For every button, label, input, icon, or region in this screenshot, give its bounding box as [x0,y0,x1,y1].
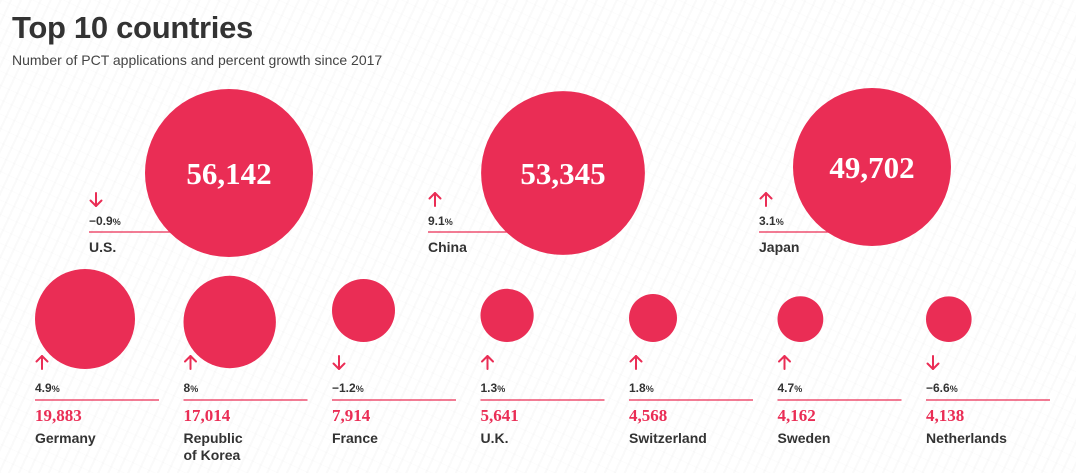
country-label-republic-of-korea: Republic of Korea [184,430,243,463]
bubble-japan [793,88,951,246]
bubble-netherlands [926,296,972,343]
growth-label-japan: 3.1% [759,214,784,228]
arrow-up-icon [184,355,197,370]
bubble-sweden [777,296,824,342]
arrow-up-icon [629,355,643,370]
value-label-china: 53,345 [520,156,605,191]
arrow-down-icon [926,355,940,370]
growth-label-republic-of-korea: 8% [184,381,199,395]
value-label-france: 7,914 [332,406,371,425]
country-label-u-k: U.K. [481,430,509,446]
value-label-netherlands: 4,138 [926,406,964,425]
growth-label-france: −1.2% [332,381,364,395]
bubble-germany [35,269,135,369]
bubble-u-s [145,89,313,257]
value-label-republic-of-korea: 17,014 [184,406,231,425]
arrow-up-icon [481,355,494,370]
country-label-u-s: U.S. [89,239,116,255]
value-label-u-k: 5,641 [481,406,519,425]
bubble-u-k [480,288,534,342]
value-label-u-s: 56,142 [186,156,271,191]
growth-label-u-s: −0.9% [89,214,121,228]
country-label-switzerland: Switzerland [629,430,707,446]
value-label-sweden: 4,162 [778,406,816,425]
value-label-germany: 19,883 [35,406,82,425]
arrow-down-icon [332,355,346,370]
country-label-china: China [428,239,467,255]
country-label-japan: Japan [759,239,799,255]
bubble-republic-of-korea [183,275,276,369]
growth-label-sweden: 4.7% [778,381,803,395]
chart-title: Top 10 countries [12,10,253,45]
arrow-up-icon [759,192,773,207]
chart-subtitle: Number of PCT applications and percent g… [12,52,383,68]
growth-label-switzerland: 1.8% [629,381,654,395]
country-label-germany: Germany [35,430,96,446]
growth-label-china: 9.1% [428,214,453,228]
value-label-japan: 49,702 [829,150,914,185]
growth-label-germany: 4.9% [35,381,60,395]
bubble-switzerland [629,294,677,342]
arrow-up-icon [35,355,49,370]
growth-label-u-k: 1.3% [481,381,506,395]
arrow-up-icon [428,192,442,207]
arrow-down-icon [89,192,103,207]
bubble-france [332,279,395,342]
country-label-france: France [332,430,378,446]
country-label-netherlands: Netherlands [926,430,1007,446]
country-label-sweden: Sweden [778,430,831,446]
bubble-china [481,91,645,255]
growth-label-netherlands: −6.6% [926,381,958,395]
value-label-switzerland: 4,568 [629,406,667,425]
arrow-up-icon [778,355,791,370]
